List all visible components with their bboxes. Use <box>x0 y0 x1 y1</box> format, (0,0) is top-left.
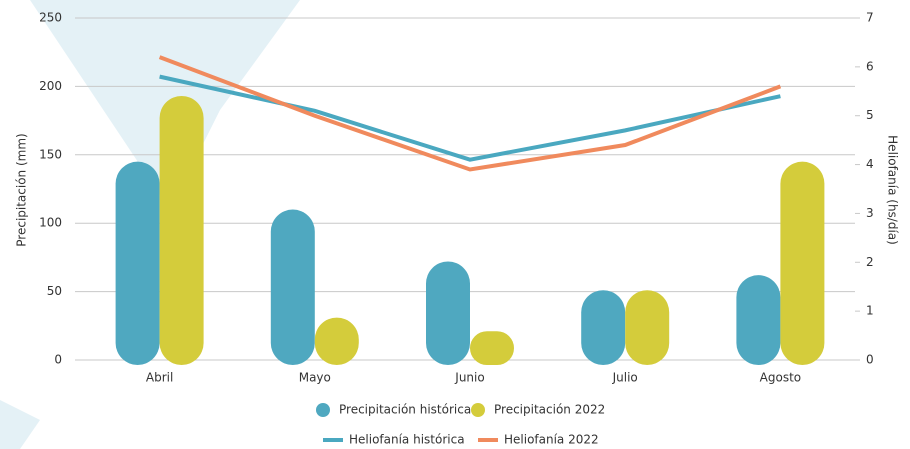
bar <box>314 317 359 365</box>
x-tick-label: Agosto <box>760 371 801 385</box>
y2-tick-label: 6 <box>866 59 874 73</box>
x-tick-label: Julio <box>612 371 638 385</box>
y-tick-label: 100 <box>39 216 62 230</box>
y-axis-title: Precipitación (mm) <box>15 133 29 246</box>
bar <box>270 209 315 365</box>
y2-tick-label: 1 <box>866 304 874 318</box>
y2-tick-label: 0 <box>866 353 874 367</box>
y2-tick-label: 7 <box>866 11 874 25</box>
y2-tick-label: 4 <box>866 157 874 171</box>
y-tick-label: 200 <box>39 79 62 93</box>
y2-tick-label: 5 <box>866 108 874 122</box>
y2-tick-label: 2 <box>866 255 874 269</box>
y2-axis-title: Heliofanía (hs/día) <box>886 135 900 245</box>
legend-marker <box>316 403 330 417</box>
bar <box>426 261 470 365</box>
bar <box>625 290 670 365</box>
bar <box>159 95 204 365</box>
background-shape <box>0 400 40 449</box>
legend-marker <box>471 403 485 417</box>
x-tick-label: Junio <box>454 371 484 385</box>
x-tick-label: Mayo <box>299 371 331 385</box>
legend-label: Heliofanía 2022 <box>504 433 599 447</box>
y-tick-label: 250 <box>39 11 62 25</box>
bar <box>581 290 626 365</box>
x-tick-label: Abril <box>146 371 173 385</box>
bar <box>780 161 825 365</box>
legend-label: Heliofanía histórica <box>349 433 465 447</box>
y2-tick-label: 3 <box>866 206 874 220</box>
bar <box>736 275 781 365</box>
y-tick-label: 50 <box>47 284 62 298</box>
y-tick-label: 150 <box>39 147 62 161</box>
y-tick-label: 0 <box>54 353 62 367</box>
line <box>158 55 782 172</box>
legend-label: Precipitación histórica <box>339 403 471 417</box>
bar <box>115 161 160 365</box>
line <box>159 74 781 162</box>
bar <box>470 331 514 365</box>
legend-label: Precipitación 2022 <box>494 403 605 417</box>
